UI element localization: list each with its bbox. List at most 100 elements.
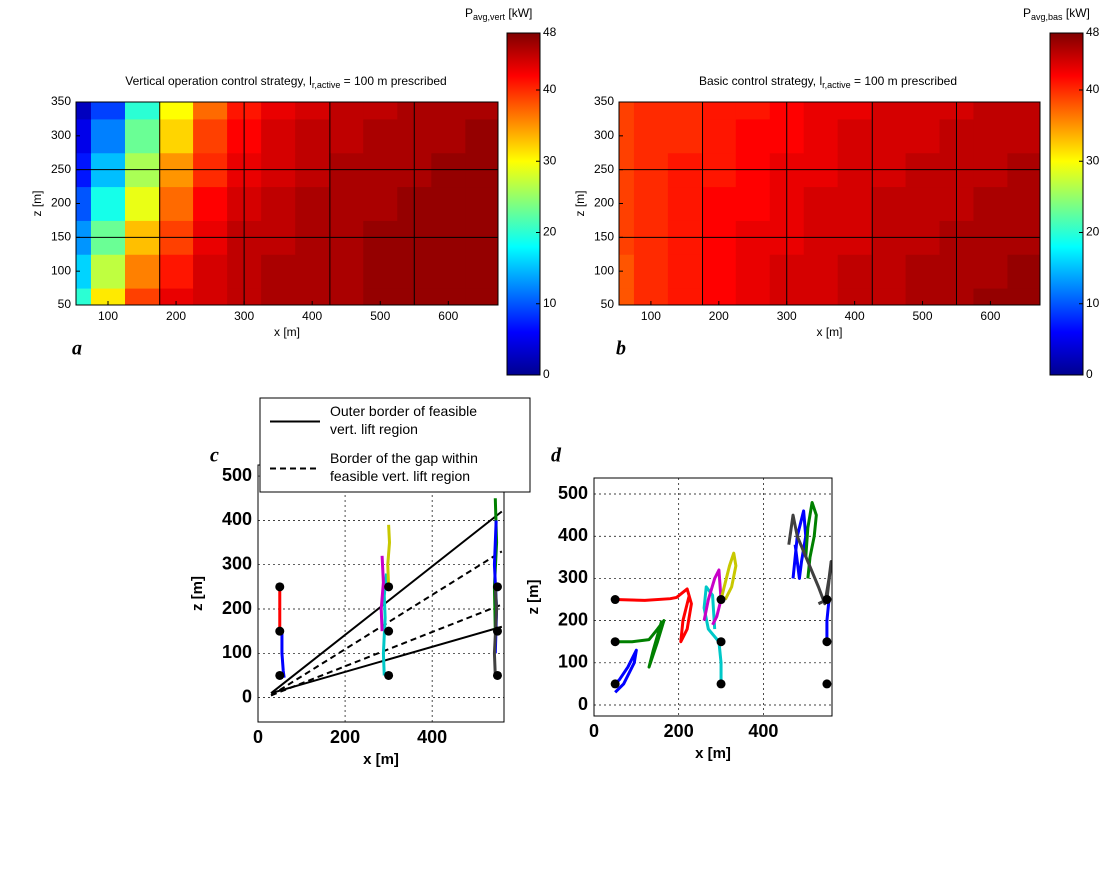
heat-cell bbox=[363, 102, 398, 120]
heat-cell bbox=[973, 186, 1008, 221]
heat-cell bbox=[1007, 254, 1041, 289]
label-main: P bbox=[465, 6, 473, 20]
heat-cell bbox=[363, 254, 398, 289]
heat-cell bbox=[261, 102, 296, 120]
heat-cell bbox=[803, 288, 839, 306]
series-line bbox=[614, 648, 638, 694]
heat-cell bbox=[633, 118, 669, 154]
series-line bbox=[270, 625, 503, 695]
colorbar bbox=[1049, 32, 1084, 376]
heat-cell bbox=[363, 186, 398, 221]
heat-cell bbox=[973, 254, 1008, 289]
heat-cell bbox=[1007, 288, 1041, 306]
point bbox=[275, 670, 285, 680]
y-tick-label: 100 bbox=[594, 263, 614, 277]
label-main: Vertical operation control strategy, l bbox=[125, 74, 312, 88]
heat-cell bbox=[619, 186, 635, 221]
panel-letter: c bbox=[210, 445, 219, 467]
heat-cell bbox=[125, 186, 160, 221]
y-tick-label: 250 bbox=[51, 162, 71, 176]
y-tick-label: 100 bbox=[222, 642, 252, 662]
heat-cell bbox=[295, 186, 330, 221]
heat-cell bbox=[905, 102, 941, 120]
series-line bbox=[787, 513, 832, 606]
heat-cell bbox=[465, 186, 499, 221]
colorbar-tick-label: 0 bbox=[543, 367, 550, 381]
y-tick-label: 100 bbox=[558, 652, 588, 672]
plot-content bbox=[610, 500, 832, 694]
legend-label: feasible vert. lift region bbox=[330, 468, 470, 484]
x-tick-label: 500 bbox=[913, 309, 933, 323]
heat-cell bbox=[431, 102, 466, 120]
heat-cell bbox=[837, 118, 873, 154]
point bbox=[716, 595, 726, 605]
label-main: P bbox=[1023, 6, 1031, 20]
colorbar-tick-label: 10 bbox=[543, 296, 557, 310]
heat-cell bbox=[667, 118, 703, 154]
heat-cell bbox=[633, 254, 669, 289]
y-axis-label: z [m] bbox=[525, 580, 542, 615]
heat-cell bbox=[803, 186, 839, 221]
heat-cell bbox=[667, 288, 703, 306]
point bbox=[716, 679, 726, 689]
heat-cell bbox=[363, 118, 398, 154]
x-tick-label: 600 bbox=[438, 309, 458, 323]
heat-cell bbox=[329, 186, 364, 221]
heat-cell bbox=[90, 102, 126, 120]
heat-cell bbox=[329, 102, 364, 120]
label-main: Basic control strategy, l bbox=[699, 74, 822, 88]
heat-cell bbox=[735, 118, 771, 154]
heat-cell bbox=[667, 102, 703, 120]
label-sub: r,active bbox=[822, 80, 851, 90]
heat-cell bbox=[76, 254, 92, 289]
point bbox=[492, 582, 502, 592]
heat-cell bbox=[837, 102, 873, 120]
heat-cell bbox=[125, 254, 160, 289]
heat-cell bbox=[619, 118, 635, 154]
sub-label: Basic control strategy, lr,active = 100 … bbox=[699, 74, 957, 90]
legend-label: Outer border of feasible bbox=[330, 403, 477, 419]
colorbar-tick-label: 40 bbox=[543, 82, 557, 96]
heat-cell bbox=[837, 254, 873, 289]
legend-label: Border of the gap within bbox=[330, 450, 478, 466]
heat-cell bbox=[633, 288, 669, 306]
series-line bbox=[615, 587, 693, 644]
heat-cell bbox=[701, 118, 737, 154]
heat-cell bbox=[90, 288, 126, 306]
point bbox=[384, 626, 394, 636]
heat-cell bbox=[329, 254, 364, 289]
y-tick-label: 200 bbox=[51, 196, 71, 210]
point bbox=[822, 637, 832, 647]
x-tick-label: 100 bbox=[98, 309, 118, 323]
heat-cell bbox=[295, 288, 330, 306]
heat-cell bbox=[1007, 186, 1041, 221]
heat-cell bbox=[329, 288, 364, 306]
heat-cell bbox=[701, 102, 737, 120]
colorbar-tick-label: 0 bbox=[1086, 367, 1093, 381]
y-tick-label: 150 bbox=[51, 230, 71, 244]
heat-cell bbox=[125, 288, 160, 306]
point bbox=[384, 670, 394, 680]
point bbox=[610, 595, 620, 605]
heat-cell bbox=[701, 254, 737, 289]
point bbox=[822, 679, 832, 689]
x-tick-label: 200 bbox=[330, 727, 360, 747]
label-rest: [kW] bbox=[1063, 6, 1090, 20]
y-tick-label: 350 bbox=[594, 94, 614, 108]
series-line bbox=[386, 524, 391, 587]
y-tick-label: 350 bbox=[51, 94, 71, 108]
legend-box bbox=[259, 397, 531, 493]
colorbar-tick-label: 20 bbox=[543, 225, 557, 239]
colorbar-tick-label: 40 bbox=[1086, 82, 1100, 96]
heat-cell bbox=[465, 254, 499, 289]
heat-cell bbox=[193, 186, 228, 221]
y-tick-label: 400 bbox=[222, 509, 252, 529]
heat-cell bbox=[193, 102, 228, 120]
x-tick-label: 200 bbox=[709, 309, 729, 323]
heat-cell bbox=[1007, 118, 1041, 154]
x-axis-label: x [m] bbox=[274, 325, 300, 339]
heat-cell bbox=[295, 254, 330, 289]
heat-cell bbox=[633, 186, 669, 221]
heat-cell bbox=[619, 102, 635, 120]
